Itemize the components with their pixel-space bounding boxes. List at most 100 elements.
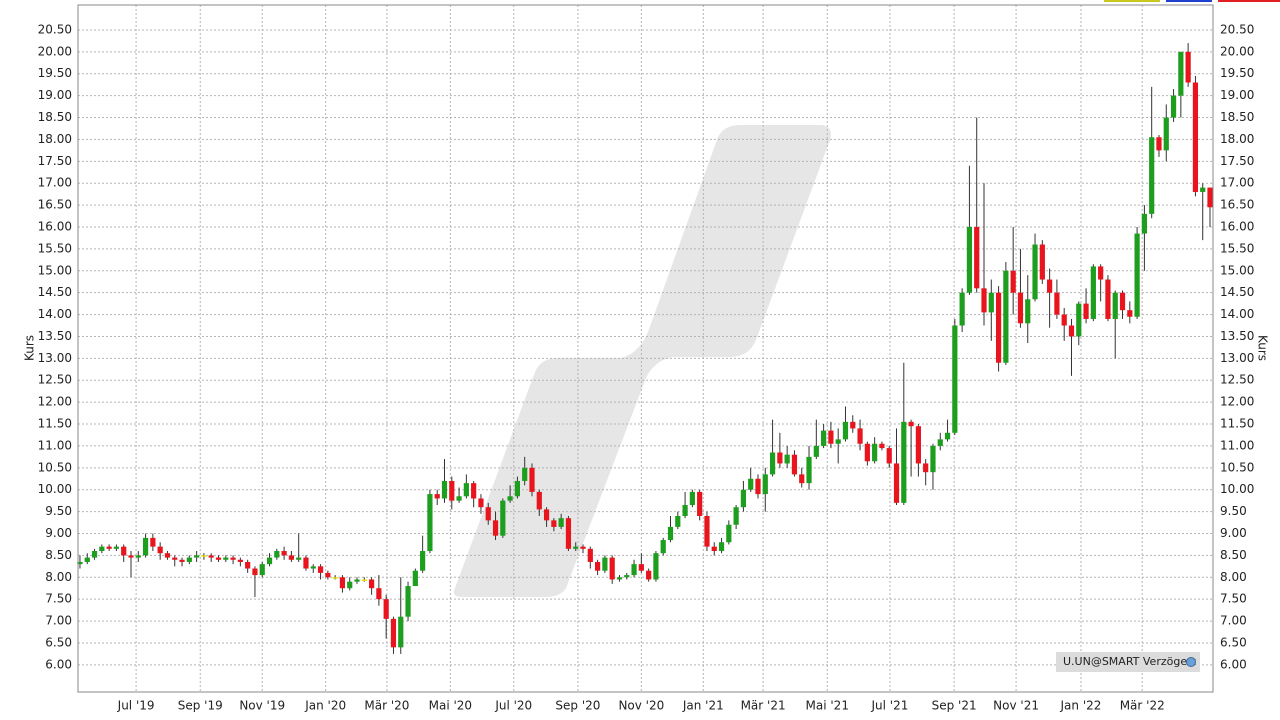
candle-body xyxy=(215,557,222,560)
candle-body xyxy=(638,564,644,571)
y-tick-label: 10.00 xyxy=(38,482,72,496)
candle-body xyxy=(966,226,973,293)
x-tick-label: Mai '20 xyxy=(429,699,472,713)
y-tick-label: 8.00 xyxy=(45,570,72,584)
candle-body xyxy=(252,568,258,576)
candle-body xyxy=(536,491,542,510)
y-tick-label-right: 13.50 xyxy=(1220,329,1254,343)
candle-body xyxy=(186,557,192,562)
candle-body xyxy=(893,463,900,503)
x-tick-label: Jan '20 xyxy=(304,699,346,713)
candle-body xyxy=(631,564,637,576)
candle-body xyxy=(1017,292,1024,324)
candle-body xyxy=(325,572,331,578)
candle-body xyxy=(1061,314,1067,326)
y-tick-label: 13.50 xyxy=(38,329,72,343)
candle-body xyxy=(595,561,601,571)
y-tick-label-right: 11.50 xyxy=(1220,417,1254,431)
candle-body xyxy=(872,443,878,462)
candle-body xyxy=(908,421,914,427)
y-tick-label: 15.00 xyxy=(38,263,72,277)
legend-swatch xyxy=(1166,0,1212,2)
candle-body xyxy=(937,439,943,446)
legend-swatch xyxy=(1218,0,1280,2)
candle-body xyxy=(492,520,499,536)
candle-body xyxy=(1076,303,1082,337)
candle-body xyxy=(726,524,732,543)
candle-body xyxy=(1025,299,1031,324)
candle-body xyxy=(376,588,382,600)
y-tick-label: 18.00 xyxy=(38,132,72,146)
candle-body xyxy=(1083,303,1089,319)
candle-body xyxy=(558,518,564,527)
candle-body xyxy=(142,537,149,556)
candle-body xyxy=(806,456,812,484)
candle-body xyxy=(1112,292,1118,319)
candle-body xyxy=(1127,310,1133,317)
candle-body xyxy=(135,555,141,558)
candle-body xyxy=(944,432,951,440)
candle-body xyxy=(1170,95,1177,118)
y-tick-label: 12.00 xyxy=(38,395,72,409)
y-tick-label-right: 14.50 xyxy=(1220,285,1254,299)
candle-body xyxy=(485,507,491,521)
candle-body xyxy=(1068,325,1075,337)
candle-body xyxy=(995,292,1002,363)
x-tick-label: Jan '21 xyxy=(682,699,724,713)
candle-body xyxy=(1105,279,1111,319)
y-tick-label: 9.50 xyxy=(45,504,72,518)
candle-body xyxy=(463,483,469,497)
candle-body xyxy=(449,480,455,501)
y-tick-label: 16.50 xyxy=(38,198,72,212)
source-icon xyxy=(1186,657,1196,667)
candle-body xyxy=(522,467,528,481)
candle-body xyxy=(1178,51,1184,96)
x-tick-label: Mär '20 xyxy=(364,699,409,713)
candle-body xyxy=(347,581,353,589)
candle-body xyxy=(573,546,579,549)
candle-body xyxy=(828,430,834,444)
y-tick-label-right: 20.50 xyxy=(1220,22,1254,36)
y-tick-label-right: 10.50 xyxy=(1220,460,1254,474)
candle-body xyxy=(791,454,798,475)
y-tick-label-right: 20.00 xyxy=(1220,44,1254,58)
y-tick-label-right: 15.50 xyxy=(1220,241,1254,255)
candle-body xyxy=(420,551,426,571)
y-tick-label-right: 12.00 xyxy=(1220,395,1254,409)
candle-body xyxy=(339,577,346,589)
candle-body xyxy=(507,496,513,501)
y-tick-label-right: 19.50 xyxy=(1220,66,1254,80)
y-axis-label: Kurs xyxy=(23,335,37,361)
y-tick-label: 7.00 xyxy=(45,614,72,628)
candle-body xyxy=(952,325,958,433)
y-tick-label: 12.50 xyxy=(38,373,72,387)
y-tick-label: 19.50 xyxy=(38,66,72,80)
candle-body xyxy=(646,570,652,580)
y-tick-label: 14.50 xyxy=(38,285,72,299)
candle-body xyxy=(113,546,120,549)
candle-body xyxy=(361,579,367,581)
y-tick-label: 11.50 xyxy=(38,417,72,431)
y-tick-label-right: 8.50 xyxy=(1220,548,1247,562)
candle-body xyxy=(740,489,747,508)
y-tick-label: 20.00 xyxy=(38,44,72,58)
x-tick-label: Mai '21 xyxy=(806,699,849,713)
candle-body xyxy=(1192,82,1199,192)
candle-body xyxy=(1098,266,1104,280)
candle-body xyxy=(296,557,302,560)
x-tick-label: Jul '20 xyxy=(494,699,532,713)
candle-body xyxy=(208,555,214,558)
candle-body xyxy=(266,557,273,565)
candle-body xyxy=(172,557,178,560)
candle-body xyxy=(667,526,674,541)
candle-body xyxy=(1090,266,1096,319)
y-tick-label-right: 13.00 xyxy=(1220,351,1254,365)
y-tick-label: 17.00 xyxy=(38,176,72,190)
y-tick-label-right: 18.00 xyxy=(1220,132,1254,146)
candle-body xyxy=(201,555,207,557)
candle-body xyxy=(1010,270,1016,293)
candle-body xyxy=(150,537,156,547)
candle-body xyxy=(514,480,521,497)
candle-body xyxy=(835,439,841,444)
candle-body xyxy=(245,561,251,569)
